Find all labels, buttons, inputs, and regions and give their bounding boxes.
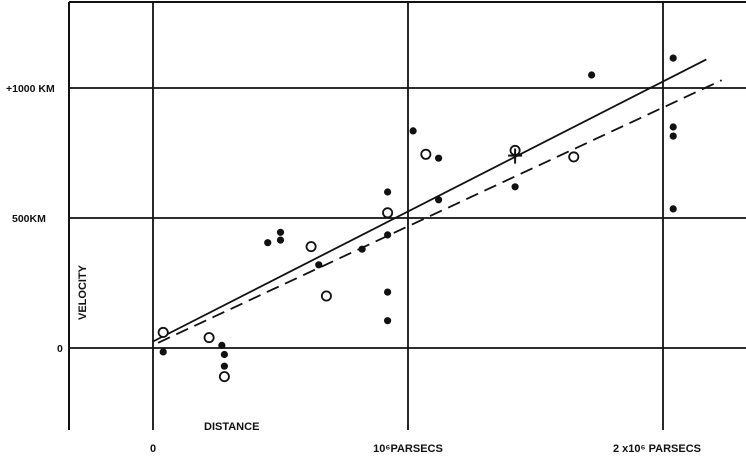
filled-circle-point <box>669 123 677 131</box>
y-axis-label: VELOCITY <box>77 264 89 320</box>
filled-circle-point <box>511 183 519 191</box>
open-circle-point <box>320 290 332 302</box>
filled-circle-point <box>409 127 417 135</box>
filled-circle-point <box>159 348 167 356</box>
filled-circle-point <box>669 54 677 62</box>
x-axis-label: DISTANCE <box>204 421 259 433</box>
open-circle-point <box>157 326 169 338</box>
x-tick-label: 0 <box>150 443 156 455</box>
filled-circle-point <box>220 362 228 370</box>
filled-circle-point <box>384 317 392 325</box>
open-circle-point <box>420 148 432 160</box>
y-tick-label: 500KM <box>12 213 46 225</box>
filled-circle-point <box>358 245 366 253</box>
x-tick-label: 2 x10⁶ PARSECS <box>613 443 701 455</box>
axis-labels: DISTANCE VELOCITY 0 10⁶PARSECS 2 x10⁶ PARS… <box>6 83 701 455</box>
cross-point <box>508 148 523 164</box>
filled-circle-point <box>218 341 226 349</box>
y-tick-label: 0 <box>57 343 63 355</box>
x-tick-label: 10⁶PARSECS <box>373 443 443 455</box>
fit-line-solid <box>152 58 707 343</box>
filled-circle-point <box>669 132 677 140</box>
filled-circle-point <box>384 288 392 296</box>
filled-circle-point <box>276 228 285 236</box>
filled-circle-point <box>384 188 392 196</box>
filled-circle-point <box>384 231 392 239</box>
filled-circle-point <box>220 350 228 359</box>
open-circle-point <box>203 332 215 344</box>
data-points <box>157 54 677 383</box>
grid-lines <box>69 2 746 430</box>
filled-circle-point <box>435 154 443 162</box>
filled-circle-point <box>276 236 285 244</box>
open-circle-point <box>305 241 317 253</box>
fit-lines <box>152 58 723 344</box>
open-circle-point <box>382 207 394 219</box>
open-circle-point <box>218 371 230 383</box>
filled-circle-point <box>264 239 272 247</box>
y-tick-label: +1000 KM <box>6 83 55 95</box>
filled-circle-point <box>435 196 443 204</box>
filled-circle-point <box>315 261 323 269</box>
filled-circle-point <box>669 205 677 213</box>
filled-circle-point <box>588 71 596 79</box>
open-circle-point <box>568 151 580 163</box>
fit-line-dashed <box>157 79 723 344</box>
